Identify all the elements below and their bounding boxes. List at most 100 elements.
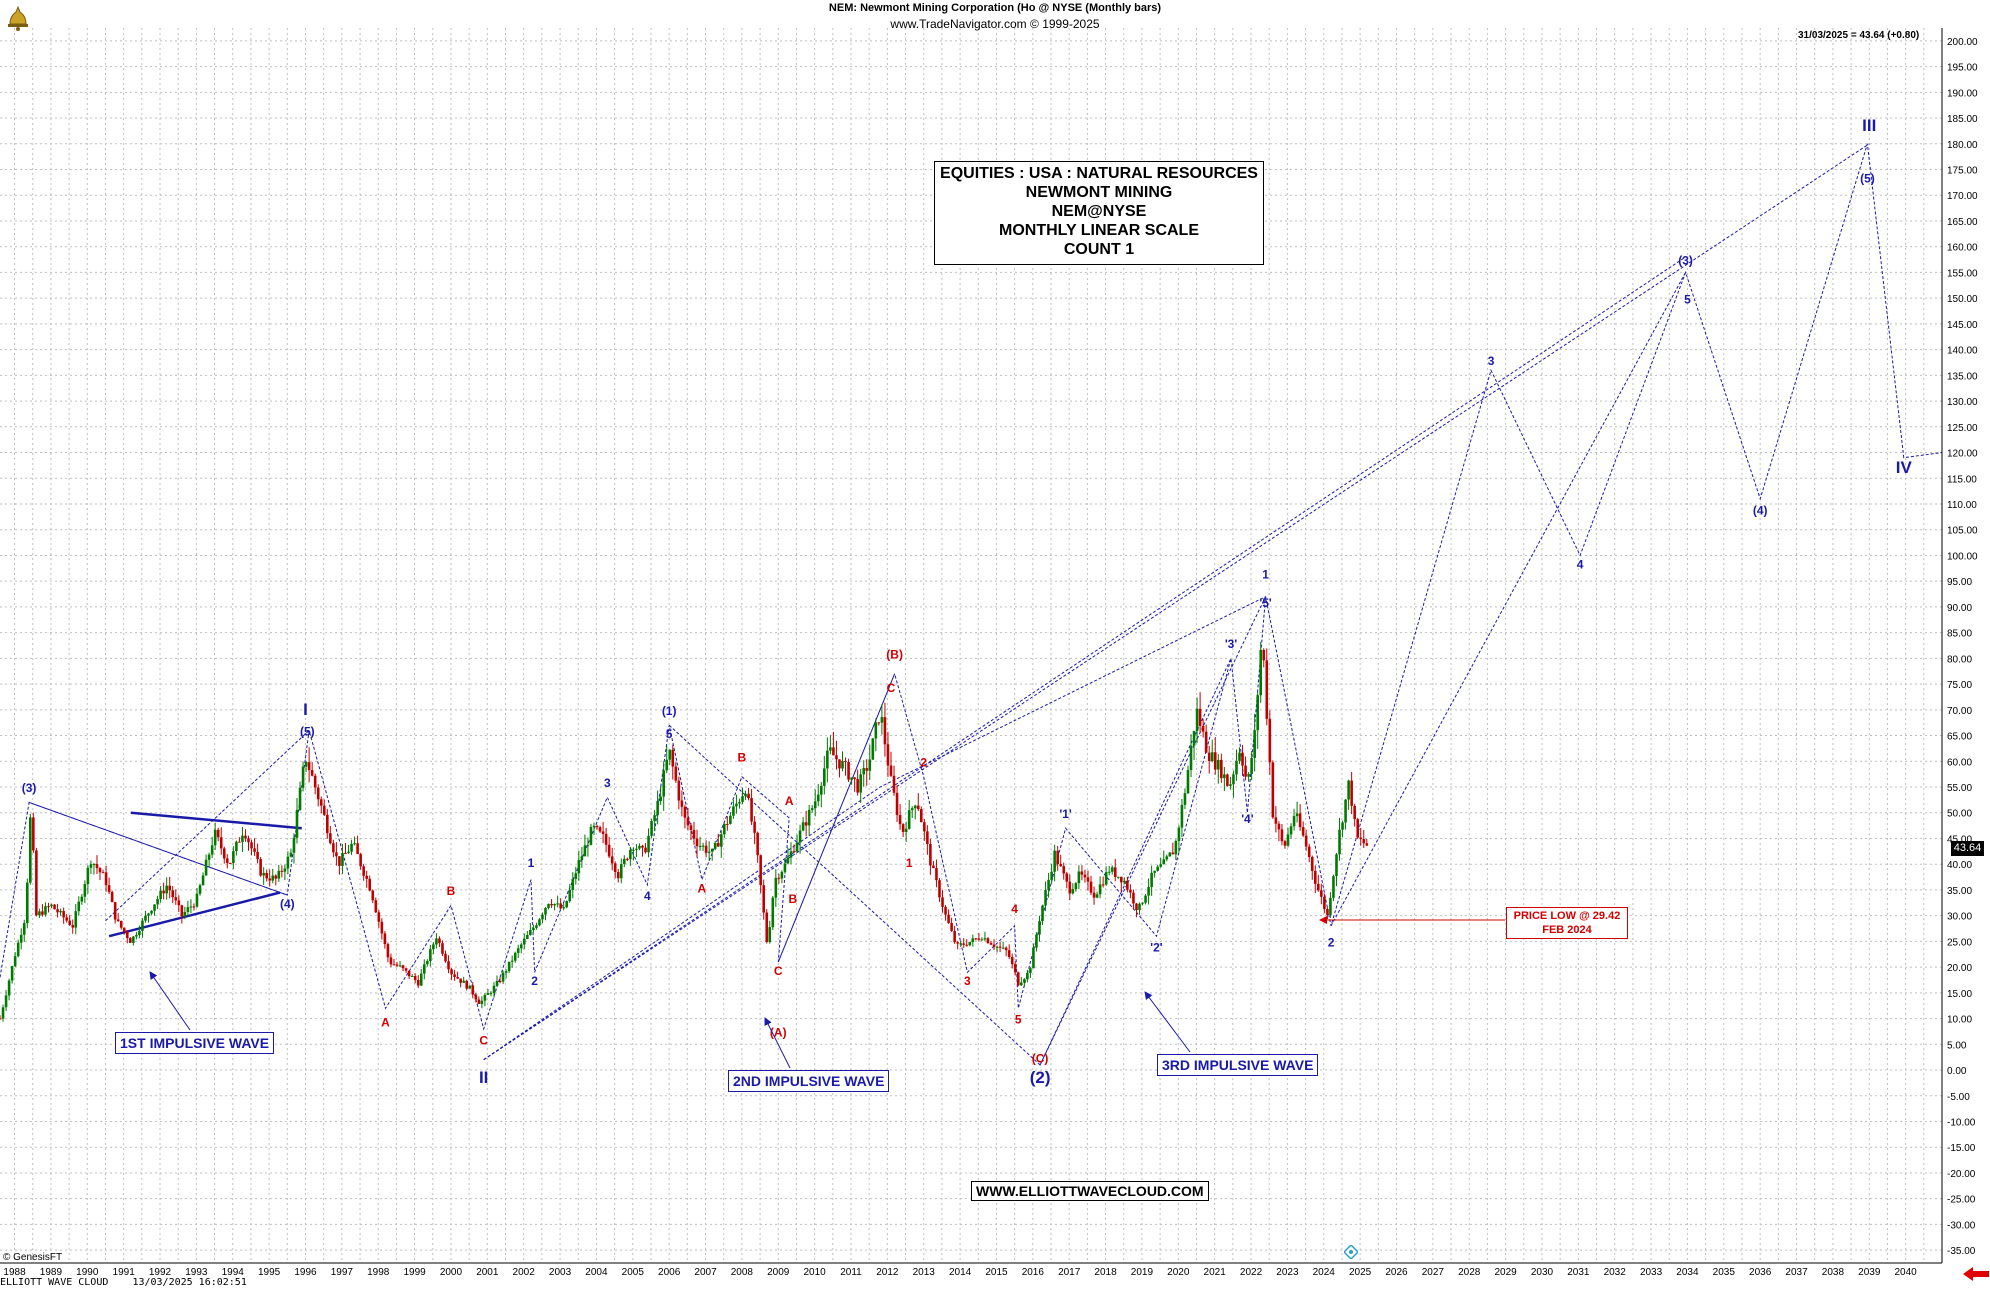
- candle-body: [447, 961, 450, 970]
- candle-body: [598, 827, 602, 832]
- candle-body: [629, 849, 632, 860]
- candle-body: [83, 884, 87, 897]
- candle-body: [595, 825, 599, 828]
- candle-body: [210, 845, 214, 855]
- candle-body: [995, 946, 999, 948]
- x-tick-label: 2026: [1385, 1267, 1408, 1278]
- candle-body: [810, 808, 814, 810]
- candle-body: [1141, 902, 1144, 904]
- candle-body: [619, 864, 623, 879]
- candle-body: [862, 768, 866, 775]
- candle-body: [577, 860, 581, 874]
- candle-body: [1201, 725, 1205, 732]
- price-candles: [0, 641, 1369, 1022]
- candle-body: [1338, 829, 1341, 855]
- candle-body: [1356, 819, 1360, 838]
- wave-label-blue: 4: [644, 889, 651, 903]
- candle-body: [671, 749, 675, 767]
- x-tick-label: 2005: [622, 1267, 645, 1278]
- candle-body: [565, 901, 569, 908]
- candle-body: [1016, 972, 1020, 986]
- info-line-1: EQUITIES : USA : NATURAL RESOURCES: [940, 165, 1258, 182]
- y-tick-label: 60.00: [1947, 757, 1972, 768]
- candle-body: [465, 980, 469, 989]
- candle-body: [338, 856, 341, 866]
- callout-arrows: [149, 916, 1505, 1069]
- y-tick-label: 80.00: [1947, 654, 1972, 665]
- wave-label-blue: (3): [22, 781, 37, 795]
- candle-body: [304, 762, 308, 767]
- callout-1st-impulsive-wave: 1ST IMPULSIVE WAVE: [115, 1032, 275, 1054]
- x-tick-label: 1998: [367, 1267, 390, 1278]
- y-tick-label: 25.00: [1947, 937, 1972, 948]
- wave-label-blue: 1: [528, 856, 535, 870]
- candle-body: [844, 761, 847, 763]
- wave-label-red: B: [788, 892, 797, 906]
- candle-body: [322, 805, 326, 815]
- candle-body: [310, 770, 314, 776]
- y-tick-label: 95.00: [1947, 577, 1972, 588]
- candle-body: [298, 787, 302, 810]
- x-tick-label: 2007: [694, 1267, 717, 1278]
- wave-label-red: (C): [1032, 1051, 1049, 1065]
- candle-body: [1359, 837, 1363, 839]
- candle-body: [1098, 884, 1102, 895]
- candle-body: [913, 805, 917, 809]
- candle-body: [1310, 857, 1314, 871]
- candle-body: [392, 964, 396, 966]
- candle-body: [1298, 813, 1302, 828]
- candle-body: [268, 878, 272, 881]
- candle-body: [1104, 872, 1108, 885]
- info-line-3: NEM@NYSE: [1051, 203, 1147, 220]
- candle-body: [1295, 813, 1299, 817]
- chart-title: NEM: Newmont Mining Corporation (Ho @ NY…: [828, 2, 1162, 14]
- candle-body: [765, 912, 769, 943]
- candle-body: [1223, 774, 1226, 779]
- y-tick-label: 15.00: [1947, 989, 1972, 1000]
- candle-body: [880, 717, 884, 723]
- candle-body: [50, 904, 53, 907]
- candle-body: [735, 803, 738, 807]
- x-tick-label: 2013: [913, 1267, 936, 1278]
- candle-body: [795, 842, 799, 852]
- candle-body: [1068, 881, 1072, 894]
- candle-body: [262, 872, 265, 876]
- candle-body: [141, 920, 144, 931]
- candle-body: [1195, 708, 1199, 732]
- candle-body: [189, 906, 193, 908]
- candle-body: [22, 923, 26, 935]
- candle-body: [1220, 759, 1223, 779]
- candle-body: [638, 845, 641, 849]
- candle-body: [707, 851, 711, 853]
- x-tick-label: 2038: [1822, 1267, 1845, 1278]
- candle-body: [180, 905, 184, 917]
- candle-body: [710, 848, 714, 852]
- candle-body: [777, 877, 781, 879]
- candle-body: [592, 825, 596, 827]
- candle-body: [13, 956, 17, 967]
- candle-body: [1277, 823, 1281, 830]
- candle-body: [219, 837, 223, 849]
- candle-body: [1010, 957, 1014, 965]
- candle-body: [738, 802, 741, 804]
- candle-body: [1077, 871, 1081, 884]
- candle-body: [350, 843, 353, 852]
- candle-body: [419, 973, 423, 986]
- candle-body: [1213, 752, 1217, 770]
- candle-body: [501, 972, 505, 982]
- candle-body: [689, 825, 693, 830]
- candle-body: [535, 925, 538, 928]
- candle-body: [653, 815, 656, 821]
- y-tick-label: 90.00: [1947, 603, 1972, 614]
- candle-body: [416, 979, 420, 986]
- candle-body: [732, 806, 735, 816]
- x-tick-label: 1997: [331, 1267, 354, 1278]
- x-tick-label: 2016: [1022, 1267, 1045, 1278]
- candle-body: [438, 938, 441, 944]
- wave-label-blue: 5: [1684, 292, 1691, 306]
- candle-body: [359, 854, 362, 867]
- candle-body: [7, 980, 11, 996]
- candle-body: [177, 900, 181, 906]
- y-tick-label: 75.00: [1947, 680, 1972, 691]
- candle-body: [1256, 695, 1259, 731]
